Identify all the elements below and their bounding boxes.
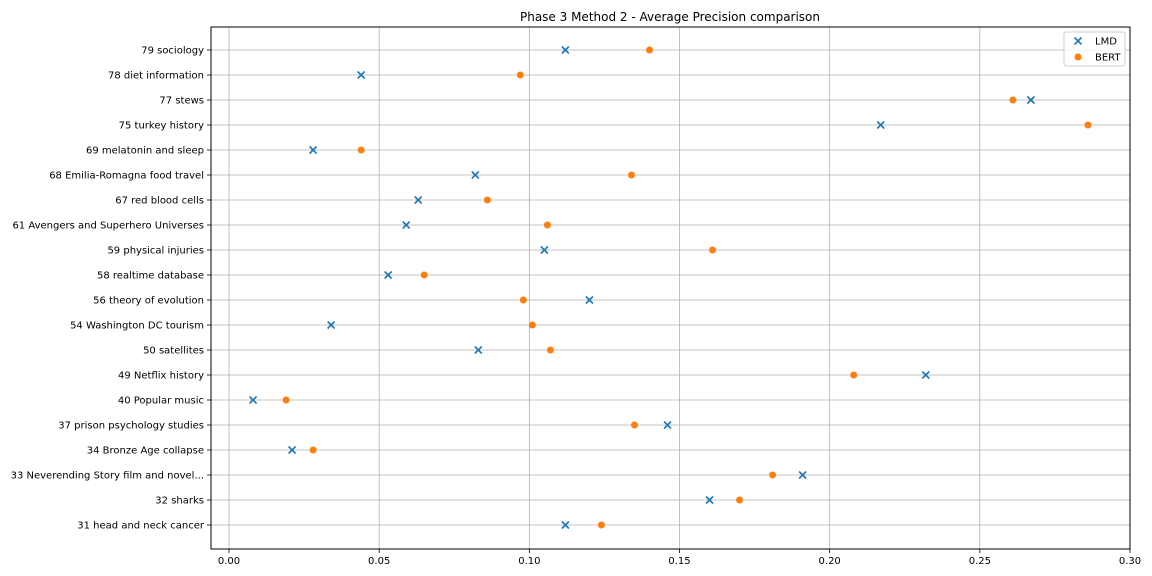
legend-label-lmd: LMD [1095,37,1117,48]
lmd-point [561,520,570,530]
lmd-point [288,445,297,455]
y-tick-label: 58 realtime database [97,271,204,282]
bert-point [1009,96,1017,104]
y-tick-label: 50 satellites [143,346,204,357]
bert-point [597,521,605,529]
chart-title: Phase 3 Method 2 - Average Precision com… [520,10,820,24]
bert-point [483,196,491,204]
y-tick-label: 69 melatonin and sleep [86,146,204,157]
lmd-point [402,220,411,230]
legend-label-bert: BERT [1095,53,1121,64]
lmd-point [921,370,930,380]
x-tick-label: 0.10 [518,556,540,567]
x-tick-label: 0.20 [819,556,841,567]
x-axis: 0.00 0.05 0.10 0.15 0.20 0.25 0.30 [218,549,1141,567]
y-tick-label: 78 diet information [108,71,204,82]
bert-point [519,296,527,304]
lmd-point [474,345,483,355]
y-tick-label: 31 head and neck cancer [77,521,205,532]
x-tick-label: 0.05 [368,556,390,567]
bert-point [850,371,858,379]
y-tick-label: 56 theory of evolution [93,296,204,307]
y-tick-label: 54 Washington DC tourism [70,321,204,332]
y-tick-label: 67 red blood cells [115,196,204,207]
x-tick-label: 0.00 [218,556,240,567]
legend-marker-bert [1074,53,1082,61]
y-tick-label: 79 sociology [141,46,204,57]
y-tick-label: 32 sharks [155,496,204,507]
grid [211,27,1131,549]
data-points [248,45,1092,530]
bert-point [528,321,536,329]
plot-frame [210,26,1131,550]
bert-point [309,446,317,454]
y-tick-label: 33 Neverending Story film and novel... [11,471,204,482]
lmd-point [471,170,480,180]
lmd-point [876,120,885,130]
lmd-point [705,495,714,505]
y-tick-label: 68 Emilia-Romagna food travel [49,171,204,182]
bert-point [282,396,290,404]
y-tick-label: 40 Popular music [118,396,204,407]
bert-point [769,471,777,479]
y-tick-label: 77 stews [159,96,204,107]
x-tick-label: 0.30 [1119,556,1141,567]
y-tick-label: 37 prison psychology studies [58,421,204,432]
bert-point [420,271,428,279]
lmd-point [309,145,318,155]
bert-point [543,221,551,229]
bert-point [357,146,365,154]
lmd-point [663,420,672,430]
bert-point [1084,121,1092,129]
lmd-point [585,295,594,305]
y-tick-label: 49 Netflix history [118,371,204,382]
y-tick-label: 75 turkey history [119,121,204,132]
lmd-point [414,195,423,205]
bert-point [736,496,744,504]
bert-point [516,71,524,79]
bert-point [546,346,554,354]
x-tick-label: 0.15 [668,556,690,567]
legend-marker-lmd [1073,36,1083,46]
y-axis: 79 sociology 78 diet information 77 stews 7… [11,46,211,532]
bert-point [645,46,653,54]
lmd-point [1026,95,1035,105]
y-tick-label: 61 Avengers and Superhero Universes [12,221,204,232]
lmd-point [327,320,336,330]
y-tick-label: 34 Bronze Age collapse [87,446,204,457]
lmd-point [798,470,807,480]
lmd-point [248,395,258,405]
bert-point [630,421,638,429]
lmd-point [540,245,549,255]
bert-point [709,246,717,254]
y-tick-label: 59 physical injuries [107,246,204,257]
lmd-point [384,270,393,280]
bert-point [627,171,635,179]
x-tick-label: 0.25 [969,556,991,567]
lmd-point [357,70,366,80]
legend: LMD BERT [1063,31,1126,67]
lmd-point [561,45,570,55]
